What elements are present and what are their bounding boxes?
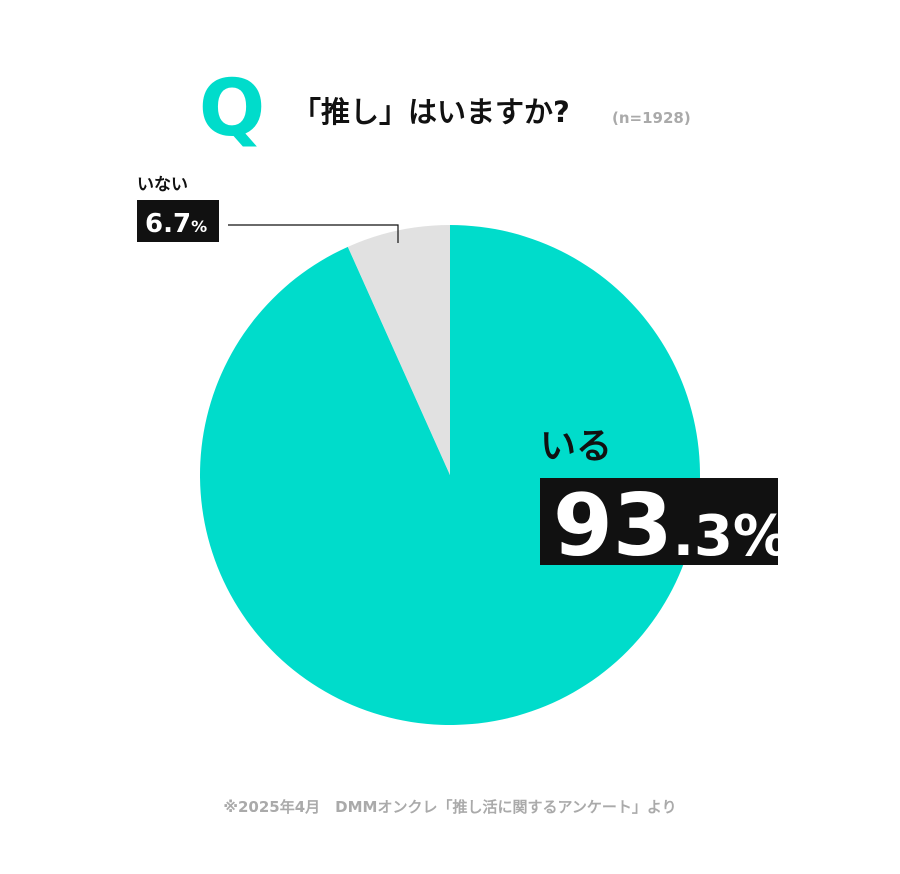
source-note: ※2025年4月 DMMオンクレ「推し活に関するアンケート」より	[223, 798, 676, 816]
chart-subtitle: (n=1928)	[612, 109, 691, 127]
value-label-box	[540, 478, 778, 565]
pie-slice	[347, 225, 450, 475]
category-label: いない	[137, 175, 188, 195]
value-label: 6.7%	[145, 209, 207, 239]
category-label: いる	[540, 426, 612, 467]
chart-title: 「推し」はいますか?	[292, 95, 570, 129]
value-label-box	[137, 200, 219, 242]
value-label: 93.3%	[553, 476, 789, 576]
question-icon: Q	[199, 64, 265, 154]
pie-slice	[199, 225, 700, 725]
leader-line	[228, 224, 399, 243]
